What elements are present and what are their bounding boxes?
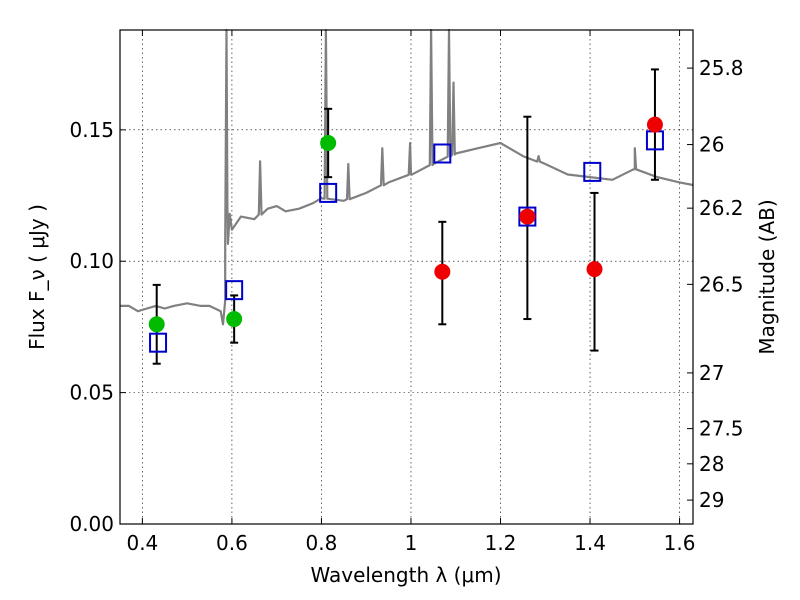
data-point <box>148 316 165 333</box>
right-tick-label: 27 <box>699 361 724 385</box>
right-tick-label: 26 <box>699 133 724 157</box>
data-point <box>226 311 243 328</box>
data-point <box>434 263 451 280</box>
y-tick-label: 0.10 <box>69 249 114 273</box>
model-square-marker <box>149 332 168 353</box>
data-point <box>646 116 663 133</box>
grid-layer <box>120 30 693 524</box>
right-tick-label: 26.5 <box>699 272 744 296</box>
marker-layer <box>148 116 664 353</box>
y-axis-label-left: Flux F_ν ( μJy ) <box>25 204 49 350</box>
x-tick-label: 1.4 <box>574 531 606 555</box>
x-tick-label: 1.6 <box>664 531 696 555</box>
y-tick-label: 0.00 <box>69 512 114 536</box>
right-tick-label: 25.8 <box>699 56 744 80</box>
right-tick-label: 28 <box>699 452 724 476</box>
y-axis-label-right: Magnitude (AB) <box>755 199 779 354</box>
spectrum-layer <box>120 28 694 326</box>
right-tick-label: 29 <box>699 488 724 512</box>
tick-layer: 0.4 0.6 0.8 1 1.2 1.4 1.6 0.00 0.05 0.10 0.15 25.8 2… <box>69 30 744 555</box>
x-tick-label: 1 <box>405 531 418 555</box>
data-point <box>320 134 337 151</box>
data-point <box>586 261 603 278</box>
right-tick-label: 26.2 <box>699 196 744 220</box>
spectrum-line <box>120 28 694 326</box>
x-tick-label: 0.4 <box>126 531 158 555</box>
y-tick-label: 0.05 <box>69 381 114 405</box>
y-tick-label: 0.15 <box>69 118 114 142</box>
data-point <box>519 208 536 225</box>
model-square-marker <box>433 143 452 164</box>
x-tick-label: 0.8 <box>306 531 338 555</box>
x-axis-label: Wavelength λ (μm) <box>310 563 501 587</box>
x-tick-label: 1.2 <box>485 531 517 555</box>
right-tick-label: 27.5 <box>699 417 744 441</box>
x-tick-label: 0.6 <box>216 531 248 555</box>
model-square-marker <box>319 182 338 203</box>
model-square-marker <box>225 280 244 301</box>
model-square-marker <box>583 161 602 182</box>
plot-frame <box>119 29 694 525</box>
